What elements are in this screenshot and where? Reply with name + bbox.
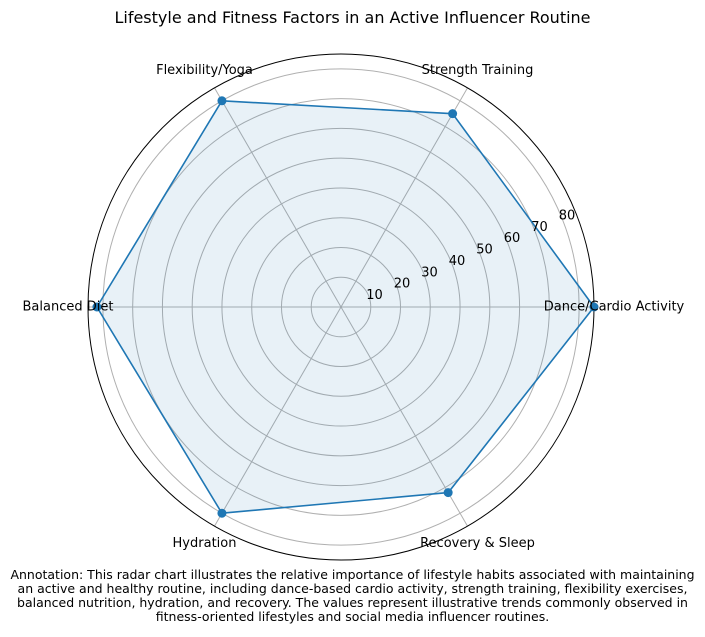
category-label: Hydration xyxy=(173,536,237,551)
radial-tick-label: 40 xyxy=(449,254,466,269)
annotation-line: fitness-oriented lifestyles and social m… xyxy=(155,609,550,624)
data-point xyxy=(589,302,599,312)
category-label: Strength Training xyxy=(422,63,534,78)
data-point xyxy=(448,109,458,119)
data-point xyxy=(443,488,453,498)
labels: 10 20 30 40 50 60 70 80 Dance/Cardio Activity Str… xyxy=(23,63,685,551)
annotation: Annotation: This radar chart illustrates… xyxy=(0,568,705,624)
category-label: Dance/Cardio Activity xyxy=(544,300,685,315)
radial-tick-label: 60 xyxy=(504,231,521,246)
grid xyxy=(87,53,595,561)
data-point xyxy=(217,96,227,106)
series-layer xyxy=(92,96,599,518)
annotation-line: an active and healthy routine, including… xyxy=(17,581,688,596)
data-point xyxy=(217,508,227,518)
chart-title: Lifestyle and Fitness Factors in an Acti… xyxy=(114,8,591,27)
grid-spoke xyxy=(340,87,468,308)
data-point xyxy=(92,302,102,312)
category-label: Flexibility/Yoga xyxy=(156,63,253,78)
annotation-line: balanced nutrition, hydration, and recov… xyxy=(17,595,688,610)
radial-tick-label: 10 xyxy=(366,288,383,303)
annotation-line: Annotation: This radar chart illustrates… xyxy=(10,567,695,582)
grid-spoke xyxy=(214,87,342,308)
radial-tick-label: 30 xyxy=(421,265,438,280)
grid-spoke xyxy=(214,306,342,527)
radial-tick-label: 70 xyxy=(531,220,548,235)
series-fill xyxy=(96,100,595,514)
category-label: Recovery & Sleep xyxy=(420,536,535,551)
radial-tick-label: 80 xyxy=(559,208,576,223)
radial-tick-label: 20 xyxy=(394,277,411,292)
radial-tick-label: 50 xyxy=(476,243,493,258)
category-label: Balanced Diet xyxy=(23,300,114,315)
